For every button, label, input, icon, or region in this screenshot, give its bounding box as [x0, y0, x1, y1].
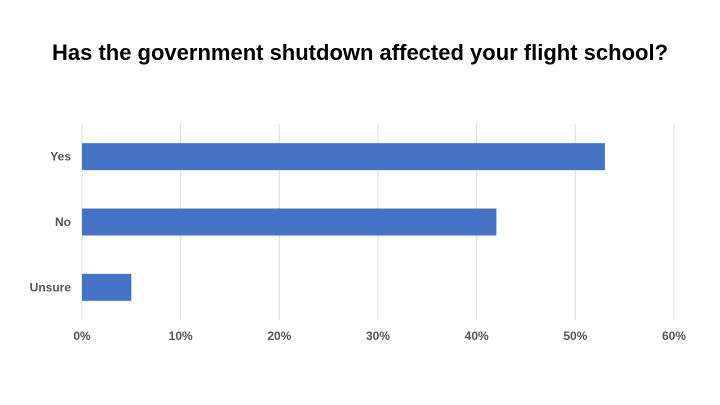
chart-title: Has the government shutdown affected you… [51, 40, 669, 65]
category-label: No [55, 215, 71, 229]
x-tick-label: 0% [73, 329, 91, 343]
bar [82, 273, 132, 301]
bar [82, 208, 497, 236]
bars [82, 143, 605, 301]
category-label: Unsure [30, 280, 72, 294]
x-tick-label: 30% [366, 329, 390, 343]
x-tick-labels: 0% 10% 20% 30% 40% 50% 60% [73, 329, 686, 343]
bar [82, 143, 605, 171]
category-label: Yes [50, 150, 71, 164]
x-tick-label: 20% [267, 329, 291, 343]
category-labels: Yes No Unsure [30, 150, 72, 295]
x-tick-label: 40% [465, 329, 489, 343]
x-tick-label: 60% [662, 329, 686, 343]
x-tick-label: 10% [169, 329, 193, 343]
x-tick-label: 50% [563, 329, 587, 343]
